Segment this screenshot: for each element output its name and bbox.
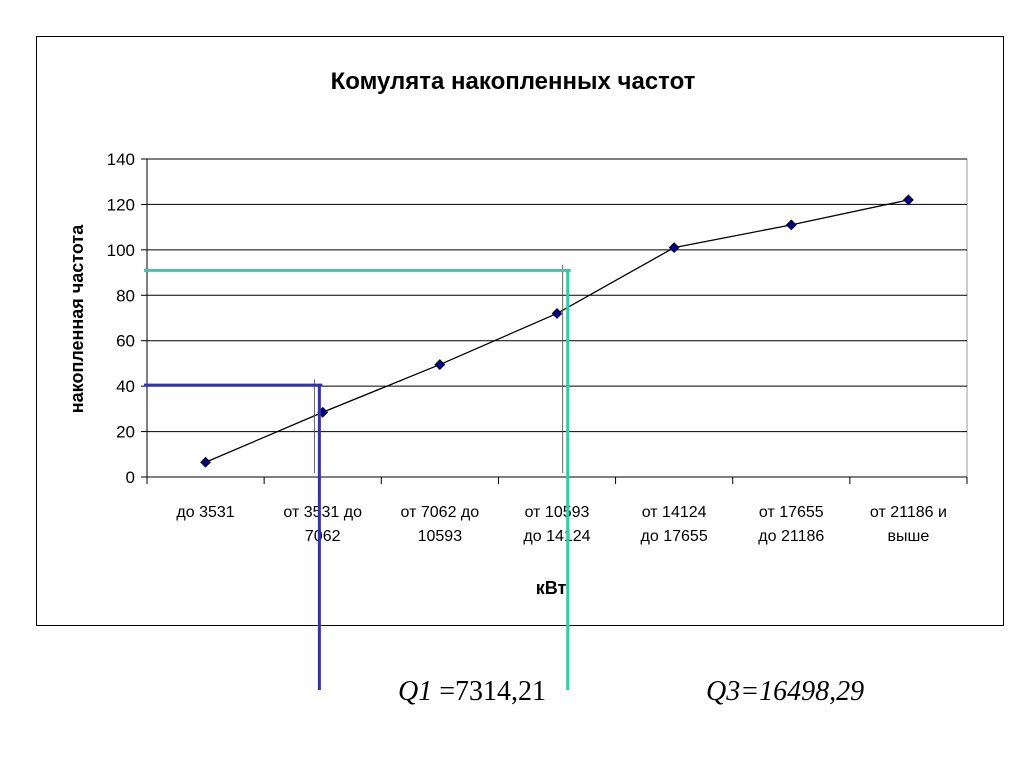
x-tick-label: от 21186 и выше — [870, 504, 947, 545]
x-tick-label: от 7062 до 10593 — [401, 504, 480, 545]
x-axis-title: кВт — [536, 578, 567, 598]
chart-svg: Комулята накопленных частот накопленная … — [67, 68, 968, 598]
data-point — [317, 406, 329, 418]
data-point — [785, 219, 797, 231]
q3-value: =16498,29 — [740, 676, 865, 707]
y-tick-label: 60 — [116, 332, 135, 351]
y-tick-label: 140 — [107, 150, 135, 169]
series-line — [205, 199, 909, 463]
q1-annotation: Q1 =7314,21 — [398, 676, 546, 708]
data-point — [668, 242, 680, 254]
q3-name: Q3 — [706, 676, 741, 707]
y-axis-title: накопленная частота — [67, 224, 87, 413]
data-point — [434, 359, 446, 370]
q1-value: =7314,21 — [439, 676, 547, 707]
x-tick-label: от 3531 до 7062 — [283, 504, 362, 545]
y-tick-label: 40 — [116, 377, 135, 396]
chart-title: Комулята накопленных частот — [331, 68, 696, 95]
y-tick-label: 80 — [116, 286, 135, 305]
x-tick-label: до 3531 — [176, 504, 234, 521]
data-point — [903, 194, 914, 206]
chart-frame: Комулята накопленных частот накопленная … — [36, 36, 1004, 626]
data-point — [200, 456, 211, 468]
x-tick-label: от 10593 до 14124 — [523, 504, 590, 545]
y-tick-label: 0 — [126, 468, 135, 487]
y-tick-label: 20 — [116, 423, 135, 442]
data-point — [551, 308, 563, 319]
q1-name: Q1 — [398, 676, 433, 707]
plot-area: 0 20 40 60 80 100 120 140 до 3531 от 3531 до 7062 о… — [107, 150, 968, 545]
y-tick-label: 120 — [107, 195, 135, 214]
y-tick-label: 100 — [107, 241, 135, 260]
q3-annotation: Q3=16498,29 — [706, 676, 864, 708]
x-tick-label: от 14124 до 17655 — [641, 504, 708, 545]
x-tick-label: от 17655 до 21186 — [758, 504, 824, 545]
